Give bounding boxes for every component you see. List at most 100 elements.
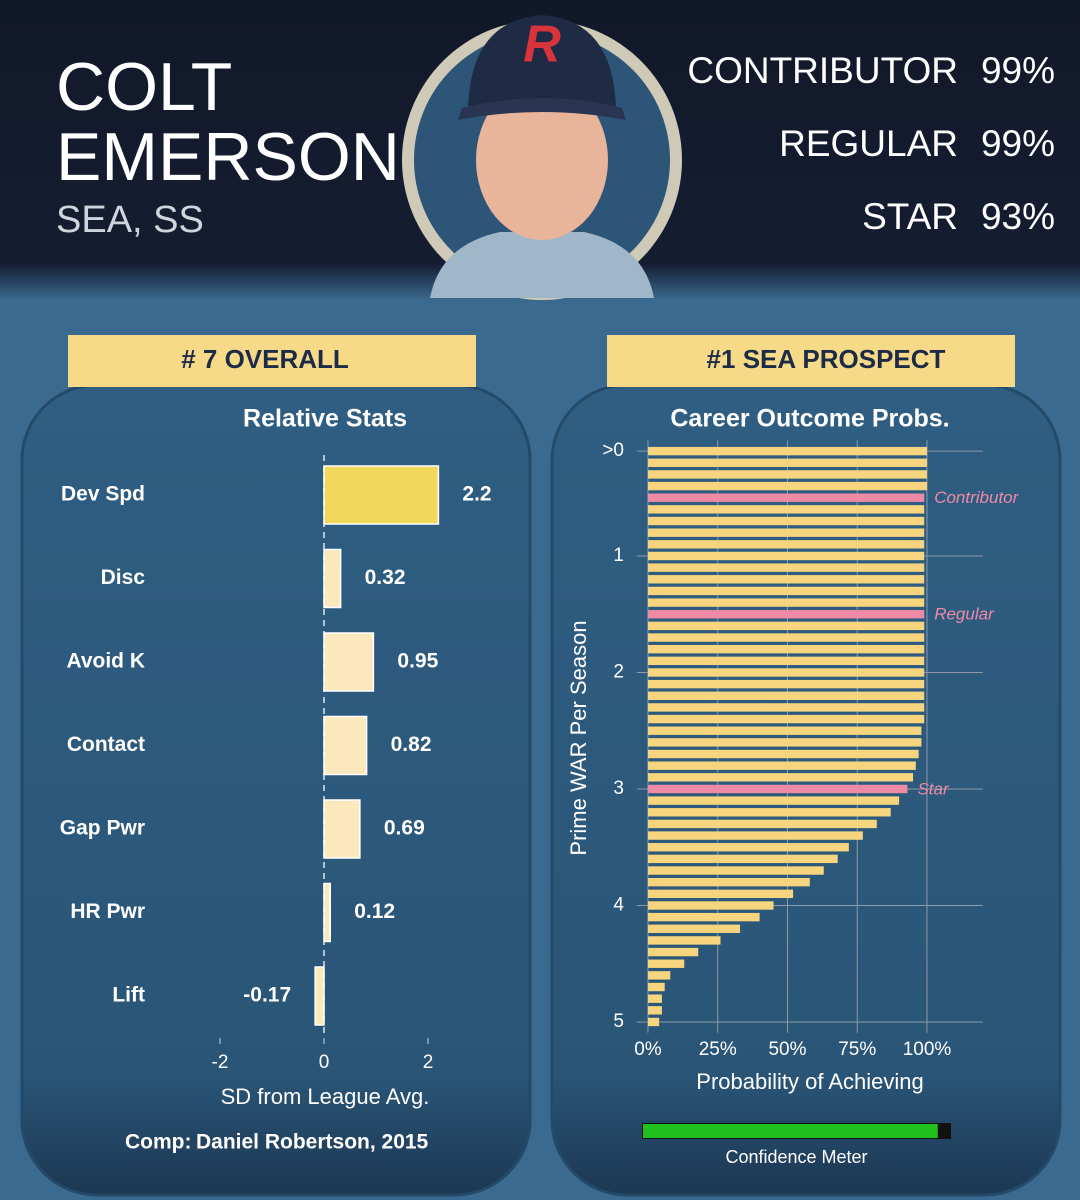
bar xyxy=(647,610,925,619)
x-axis-label: SD from League Avg. xyxy=(221,1084,430,1109)
bar xyxy=(647,528,925,537)
bar xyxy=(647,808,891,817)
meter-fill xyxy=(643,1124,938,1138)
player-name: EMERSON xyxy=(56,119,400,195)
bar xyxy=(647,481,927,491)
bar xyxy=(647,866,824,875)
bar xyxy=(323,715,368,776)
bar xyxy=(647,644,925,654)
bar xyxy=(647,656,925,666)
category-label: Gap Pwr xyxy=(60,817,145,840)
bar xyxy=(647,714,925,724)
outcome-value: 93% xyxy=(981,196,1055,237)
category-label: Contact xyxy=(67,733,145,756)
bar xyxy=(323,465,440,525)
bar xyxy=(647,446,927,456)
bar xyxy=(647,971,671,980)
bar xyxy=(647,598,925,607)
chart-title: Career Outcome Probs. xyxy=(670,405,949,433)
bar xyxy=(647,691,925,700)
bar xyxy=(647,563,925,572)
bar xyxy=(647,784,908,794)
bar xyxy=(647,703,925,712)
bar xyxy=(647,516,925,526)
y-tick-label: 4 xyxy=(613,894,624,915)
value-label: -0.17 xyxy=(243,984,291,1007)
bar xyxy=(314,966,325,1026)
category-label: Lift xyxy=(112,984,145,1007)
y-tick-label: 1 xyxy=(613,545,624,566)
bar xyxy=(647,575,925,584)
bar xyxy=(647,854,838,864)
bar xyxy=(647,982,665,992)
x-tick-label: 2 xyxy=(423,1052,434,1073)
chart-title: Relative Stats xyxy=(243,405,407,433)
bar xyxy=(647,843,849,852)
bar xyxy=(647,889,794,899)
bar xyxy=(647,901,774,910)
y-tick-label: 5 xyxy=(613,1011,624,1032)
comp-value: Daniel Robertson, 2015 xyxy=(196,1131,429,1154)
bar xyxy=(647,831,863,840)
category-label: Disc xyxy=(101,566,146,589)
bar xyxy=(647,1006,662,1015)
svg-text:R: R xyxy=(523,16,561,74)
bar xyxy=(647,586,925,596)
bar xyxy=(647,505,925,514)
bar xyxy=(323,632,375,692)
bar xyxy=(647,877,810,887)
category-label: Dev Spd xyxy=(61,483,145,506)
x-tick-label: 50% xyxy=(768,1039,806,1060)
player-name: COLT xyxy=(56,49,232,125)
bar xyxy=(647,761,916,770)
bar xyxy=(647,493,925,502)
bar xyxy=(647,621,925,631)
bar xyxy=(647,679,925,689)
annotation: Regular xyxy=(934,605,995,624)
category-label: HR Pwr xyxy=(70,900,145,923)
x-tick-label: 75% xyxy=(838,1039,876,1060)
bar xyxy=(647,458,927,467)
rank-badge: # 7 OVERALL xyxy=(181,344,349,374)
bar xyxy=(647,912,760,922)
bar xyxy=(647,959,685,968)
y-tick-label: 3 xyxy=(613,778,624,799)
outcome-value: 99% xyxy=(981,50,1055,91)
bar xyxy=(647,924,741,933)
value-label: 0.95 xyxy=(397,650,438,673)
left-panel xyxy=(20,383,532,1197)
outcome-value: 99% xyxy=(981,123,1055,164)
value-label: 0.69 xyxy=(384,817,425,840)
bar xyxy=(647,749,919,759)
y-tick-label: 2 xyxy=(613,661,624,682)
bar xyxy=(647,726,922,735)
annotation: Star xyxy=(917,779,950,798)
outcome-label: STAR xyxy=(862,196,958,237)
bar xyxy=(323,548,342,609)
bar xyxy=(647,819,877,829)
badge xyxy=(607,335,1015,387)
x-tick-label: -2 xyxy=(212,1052,229,1073)
team-position: SEA, SS xyxy=(56,199,204,241)
outcome-label: REGULAR xyxy=(779,123,958,164)
bar xyxy=(647,551,925,561)
bar xyxy=(323,882,331,943)
annotation: Contributor xyxy=(934,488,1019,507)
bar xyxy=(647,633,925,642)
x-tick-label: 0 xyxy=(319,1052,330,1073)
x-tick-label: 25% xyxy=(699,1039,737,1060)
bar xyxy=(647,738,922,747)
badge xyxy=(68,335,476,387)
y-axis-label: Prime WAR Per Season xyxy=(566,620,591,855)
meter-label: Confidence Meter xyxy=(725,1147,867,1167)
bar xyxy=(647,668,925,677)
bar xyxy=(647,773,914,782)
value-label: 0.12 xyxy=(354,900,395,923)
outcome-label: CONTRIBUTOR xyxy=(687,50,958,91)
comp-label: Comp: xyxy=(125,1131,192,1154)
org-rank-badge: #1 SEA PROSPECT xyxy=(707,344,946,374)
bar xyxy=(647,796,900,805)
value-label: 2.2 xyxy=(462,483,491,506)
